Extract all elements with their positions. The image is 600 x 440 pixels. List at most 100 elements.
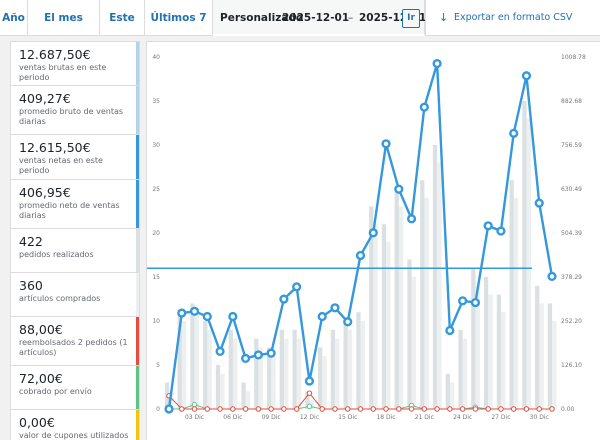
stat-value: 0,00€: [19, 415, 55, 431]
bar-orders: [547, 303, 553, 409]
bar-orders: [369, 206, 374, 409]
left-axis-tick-label: 40: [152, 54, 160, 61]
x-axis-tick-label: 30 Dic: [530, 414, 549, 421]
bar-orders: [203, 321, 208, 409]
bar-items: [296, 338, 302, 409]
bar-items: [309, 400, 314, 409]
bar-items: [322, 356, 327, 409]
bar-orders: [177, 312, 182, 409]
left-axis-tick-label: 5: [156, 362, 160, 369]
download-arrow-icon: ↓: [439, 11, 449, 24]
stat-orders[interactable]: 422 pedidos realizados: [11, 228, 139, 273]
stat-gross-sales[interactable]: 12.687,50€ ventas brutas en este periodo: [11, 42, 139, 87]
go-button[interactable]: Ir: [402, 9, 420, 28]
right-axis-tick-label: 0.00: [561, 406, 575, 413]
stat-value: 12.615,50€: [19, 140, 91, 156]
bar-orders: [471, 268, 476, 409]
bar-orders: [356, 312, 361, 409]
stat-value: 422: [19, 233, 43, 249]
net-sales-point: [304, 376, 315, 386]
right-axis-tick-label: 882.68: [561, 98, 582, 105]
net-sales-point: [279, 294, 289, 304]
refunds-point: [268, 406, 274, 412]
net-sales-point: [253, 350, 263, 360]
bar-items: [386, 241, 391, 409]
left-axis-tick-label: 0: [156, 406, 160, 413]
date-from-input[interactable]: 2025-12-01: [282, 12, 350, 24]
stat-color-bar: [136, 272, 139, 317]
bar-items: [411, 277, 417, 409]
stat-shipping[interactable]: 72,00€ cobrado por envío: [11, 366, 139, 411]
tab-this-month[interactable]: Este mes: [100, 0, 145, 60]
bar-orders: [228, 329, 233, 409]
bar-orders: [432, 145, 438, 409]
net-sales-point: [445, 325, 455, 336]
export-csv-label: Exportar en formato CSV: [454, 12, 573, 23]
bar-items: [181, 321, 187, 409]
tab-year[interactable]: Año: [0, 0, 28, 36]
bar-items: [488, 294, 493, 409]
net-sales-point: [381, 139, 391, 149]
refunds-point: [511, 406, 517, 412]
net-sales-point: [483, 221, 493, 231]
bar-orders: [407, 259, 412, 409]
right-axis-tick-label: 378.29: [561, 274, 582, 281]
net-sales-point: [368, 228, 378, 238]
left-axis-tick-label: 20: [152, 230, 160, 237]
tab-custom[interactable]: Personalizado: [213, 0, 425, 36]
net-sales-point: [419, 102, 429, 112]
bar-orders: [318, 347, 323, 409]
refunds-point: [204, 406, 210, 412]
net-sales-point: [509, 128, 519, 138]
stat-color-bar: [136, 135, 139, 179]
refunds-point: [191, 406, 198, 412]
bar-items: [284, 338, 289, 409]
x-axis-tick-label: 15 Dic: [338, 414, 357, 421]
net-sales-point: [202, 311, 212, 322]
stat-avg-net-sales[interactable]: 406,95€ promedio neto de ventas diarias: [11, 179, 139, 229]
tab-last-7-days[interactable]: Últimos 7 días: [145, 0, 213, 60]
refunds-point: [319, 406, 325, 412]
stat-value: 72,00€: [19, 371, 63, 387]
bar-orders: [343, 321, 348, 409]
stat-color-bar: [136, 366, 139, 410]
bar-items: [399, 206, 404, 409]
bar-items: [271, 356, 276, 409]
stat-net-sales[interactable]: 12.615,50€ ventas netas en este periodo: [11, 135, 139, 180]
export-csv-button[interactable]: ↓ Exportar en formato CSV: [425, 0, 600, 36]
bar-orders: [215, 365, 221, 409]
refunds-point: [179, 406, 185, 412]
stat-avg-gross-sales[interactable]: 409,27€ promedio bruto de ventas diarias: [11, 86, 139, 136]
tab-custom-label: Personalizado: [220, 12, 304, 24]
tab-last-month[interactable]: El mes pasado: [28, 0, 100, 60]
refunds-point: [281, 406, 287, 412]
x-axis-tick-label: 06 Dic: [223, 414, 242, 421]
bar-orders: [305, 391, 310, 409]
stat-label: reembolsados 2 pedidos (1 artículos): [19, 338, 128, 358]
stat-items[interactable]: 360 artículos comprados: [11, 272, 139, 318]
stat-value: 406,95€: [19, 184, 71, 200]
refunds-point: [332, 406, 338, 412]
x-axis-tick-label: 18 Dic: [376, 414, 395, 421]
net-sales-point: [164, 404, 174, 414]
bar-orders: [535, 285, 540, 409]
bar-items: [501, 312, 506, 409]
bar-items: [245, 391, 251, 409]
stat-color-bar: [136, 317, 139, 366]
stat-label: promedio neto de ventas diarias: [19, 200, 120, 220]
stat-value: 12.687,50€: [19, 47, 91, 62]
stat-refunds[interactable]: 88,00€ reembolsados 2 pedidos (1 artícul…: [11, 317, 139, 367]
net-sales-point: [189, 306, 200, 316]
right-axis-tick-label: 126.10: [561, 362, 582, 369]
bar-items: [424, 197, 429, 409]
stat-coupons[interactable]: 0,00€ valor de cupones utilizados: [11, 410, 139, 440]
right-axis-tick-label: 1008.78: [561, 54, 586, 61]
stat-value: 360: [19, 277, 43, 293]
right-axis-tick-label: 630.49: [561, 186, 582, 193]
bar-items: [526, 118, 531, 409]
bar-items: [552, 321, 557, 409]
bar-orders: [266, 347, 272, 409]
bar-items: [233, 338, 238, 409]
refunds-point: [230, 406, 236, 412]
net-sales-point: [240, 353, 251, 364]
